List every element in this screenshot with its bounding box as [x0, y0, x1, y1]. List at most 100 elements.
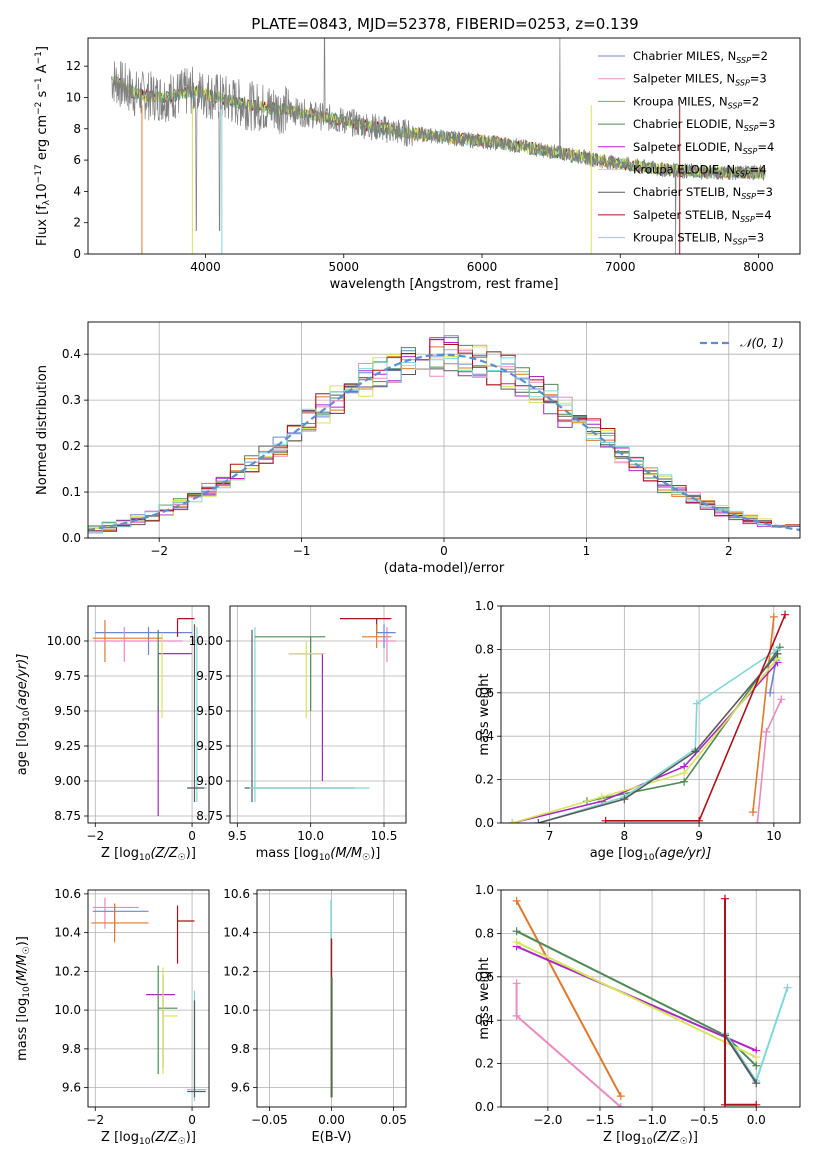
y-tick-label: 0.0	[62, 531, 81, 545]
x-tick-label: −2	[86, 1113, 104, 1127]
plot-residuals: −2 −1 0 1 2 0.0 0.1 0.2 0.3 0.4 (data-model)/error…	[35, 321, 801, 576]
x-tick-label: 8	[621, 829, 629, 843]
weight-marker	[695, 816, 704, 823]
weight-line	[515, 983, 622, 1107]
y-tick-label: 10.4	[54, 926, 81, 940]
axes-frame	[87, 321, 801, 539]
weight-marker	[769, 612, 778, 621]
weight-marker	[620, 795, 629, 804]
weight-line	[756, 698, 783, 823]
x-tick-label: 4000	[190, 260, 221, 274]
x-tick-label: −1.0	[637, 1113, 666, 1127]
y-axis-label: Normed distribution	[35, 365, 50, 495]
weight-marker	[720, 1100, 729, 1107]
axes-frame	[87, 37, 801, 255]
residual-histogram	[88, 346, 800, 529]
y-axis-label: Flux [fλ10−17 erg cm−2 s−1 A−1]	[34, 46, 52, 246]
weight-marker	[597, 792, 606, 801]
plot-content	[91, 897, 207, 1102]
y-tick-label: 9.25	[196, 739, 223, 753]
weight-line	[511, 657, 779, 823]
y-axis-label: age [log10(age/yr)]	[15, 654, 32, 776]
x-axis-label: (data-model)/error	[384, 561, 505, 576]
axes-frame	[500, 889, 801, 1108]
x-tick-label: −2	[86, 829, 104, 843]
x-axis-label: Z [log10(Z/Z☉)]	[603, 1130, 698, 1147]
x-tick-label: −0.05	[251, 1113, 288, 1127]
weight-marker	[766, 688, 775, 697]
legend-entry: Kroupa STELIB, NSSP=3	[633, 231, 764, 247]
x-tick-label: 0.05	[380, 1113, 407, 1127]
x-tick-label: 0.0	[747, 1113, 766, 1127]
x-tick-label: −1	[293, 544, 311, 558]
y-tick-label: 0.8	[475, 642, 494, 656]
weight-line	[512, 661, 779, 823]
x-tick-label: 7000	[605, 260, 636, 274]
weight-line	[516, 941, 757, 1059]
axes-frame	[256, 889, 407, 1108]
x-tick-label: 0	[188, 829, 196, 843]
x-axis-label: Z [log10(Z/Z☉)]	[101, 1130, 196, 1147]
weight-marker	[773, 649, 782, 658]
y-tick-label: 9.00	[54, 774, 81, 788]
x-tick-label: 8000	[743, 260, 774, 274]
y-tick-label: 9.75	[54, 669, 81, 683]
plot-content	[92, 617, 207, 816]
x-tick-label: 5000	[328, 260, 359, 274]
legend-entry: Chabrier MILES, NSSP=2	[633, 49, 768, 65]
legend-entry: Salpeter ELODIE, NSSP=4	[633, 140, 774, 156]
x-axis-label: E(B-V)	[311, 1130, 351, 1145]
axes-frame	[87, 889, 210, 1108]
weight-line	[515, 900, 622, 1097]
x-axis-label: age [log10(age/yr)]	[590, 846, 712, 863]
weight-marker	[720, 894, 729, 903]
y-tick-label: 10.2	[54, 964, 81, 978]
weight-marker	[512, 896, 521, 905]
y-tick-label: 0.3	[62, 393, 81, 407]
y-tick-label: 10.00	[47, 634, 81, 648]
weight-marker	[781, 610, 790, 619]
plot-content	[508, 610, 790, 823]
y-tick-label: 10.6	[54, 887, 81, 901]
weight-line	[605, 614, 786, 822]
data-spectrum	[111, 38, 766, 254]
y-tick-label: 0.2	[475, 773, 494, 787]
weight-marker	[748, 808, 757, 817]
y-tick-label: 0.4	[475, 729, 494, 743]
y-tick-label: 6	[73, 153, 81, 167]
y-tick-label: 0.8	[475, 926, 494, 940]
weight-marker	[680, 769, 689, 778]
x-tick-label: 9	[695, 829, 703, 843]
weight-marker	[762, 727, 771, 736]
plot-age_vs_Z: −2 0 8.75 9.00 9.25 9.50 9.75 10.00 Z [log10(Z/Z…	[15, 605, 210, 863]
x-tick-label: −2	[150, 544, 168, 558]
weight-marker	[783, 983, 792, 992]
weight-marker	[512, 979, 521, 988]
x-tick-label: 1	[583, 544, 591, 558]
residual-histogram	[88, 351, 800, 532]
plot-content	[111, 38, 766, 254]
weight-marker	[752, 1100, 761, 1107]
x-tick-label: 0	[188, 1113, 196, 1127]
figure-title: PLATE=0843, MJD=52378, FIBERID=0253, z=0…	[251, 15, 638, 33]
y-tick-label: 0.2	[475, 1057, 494, 1071]
x-tick-label: 2	[725, 544, 733, 558]
y-tick-label: 10.2	[223, 964, 250, 978]
plot-mass_vs_ebv: −0.05 0.00 0.05 9.6 9.8 10.0 10.2 10.4 10.6 E(B-V…	[223, 887, 407, 1145]
x-tick-label: −1.5	[585, 1113, 614, 1127]
x-axis-label: Z [log10(Z/Z☉)]	[101, 846, 196, 863]
weight-marker	[691, 747, 700, 756]
weight-marker	[777, 695, 786, 704]
weight-marker	[508, 819, 517, 823]
plot-mass_vs_Z: −2 0 9.6 9.8 10.0 10.2 10.4 10.6 Z [log10(Z/Z☉)]…	[15, 887, 210, 1147]
x-tick-label: −2.0	[533, 1113, 562, 1127]
weight-marker	[752, 1079, 761, 1088]
y-tick-label: 0.4	[475, 1013, 494, 1027]
weight-marker	[680, 777, 689, 786]
y-tick-label: 9.6	[231, 1081, 250, 1095]
y-axis-label: mass [log10(M/M☉)]	[15, 936, 32, 1061]
residual-histogram	[88, 339, 800, 532]
legend-entry: Chabrier STELIB, NSSP=3	[633, 185, 773, 201]
weight-marker	[753, 819, 762, 823]
